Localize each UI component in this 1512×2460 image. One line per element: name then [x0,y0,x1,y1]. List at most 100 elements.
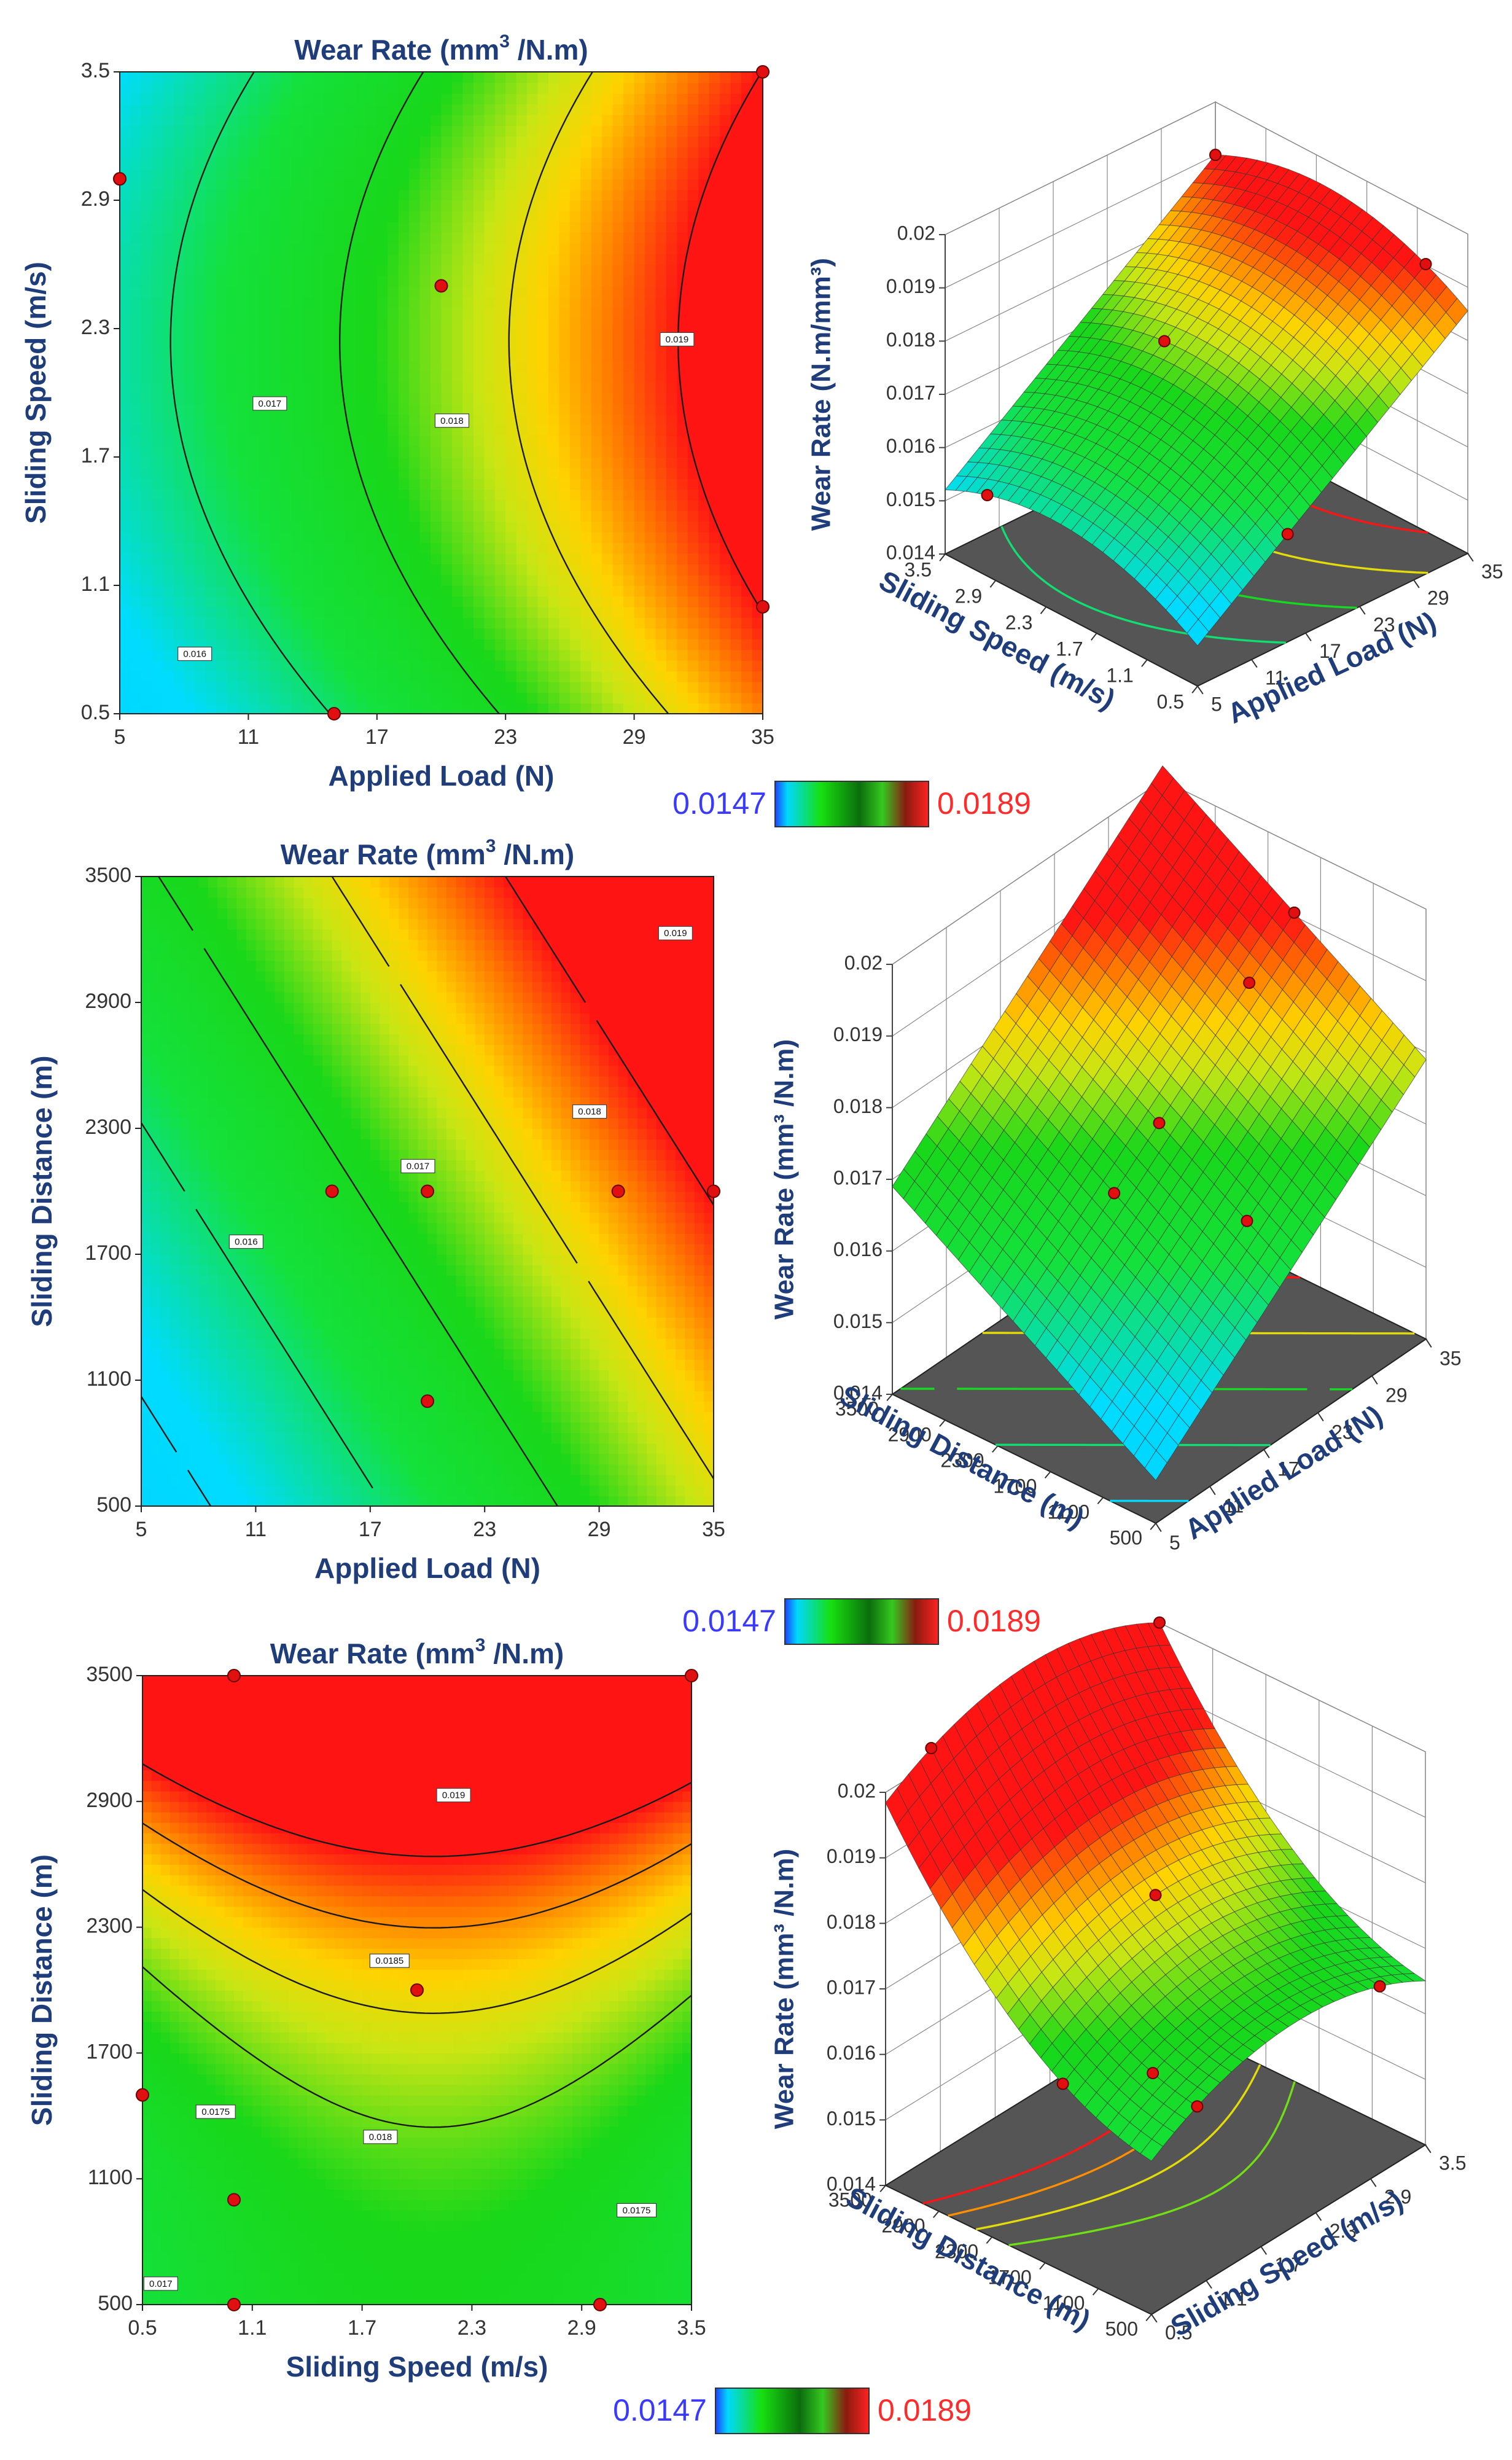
heatmap-cell [162,692,174,704]
heatmap-cell [351,1348,362,1360]
heatmap-cell [484,211,496,222]
heatmap-cell [195,510,206,522]
heatmap-cell [322,1369,333,1381]
heatmap-cell [752,639,763,650]
heatmap-cell [376,639,389,650]
heatmap-cell [323,660,335,672]
heatmap-cell [569,521,582,533]
heatmap-cell [591,329,603,340]
heatmap-cell [227,93,238,105]
heatmap-cell [571,1464,581,1475]
heatmap-cell [687,318,699,329]
heatmap-cell [236,1464,247,1475]
heatmap-cell [431,264,442,276]
heatmap-cell [399,1296,409,1308]
heatmap-cell [388,692,399,704]
heatmap-cell [666,1369,676,1381]
heatmap-cell [730,349,742,362]
heatmap-cell [141,617,153,629]
heatmap-cell [730,82,742,94]
heatmap-cell [380,1432,390,1444]
heatmap-cell [494,1464,505,1475]
heatmap-cell [666,1348,676,1360]
heatmap-cell [527,254,539,265]
heatmap-cell [265,1275,276,1287]
heatmap-cell [431,82,442,94]
heatmap-cell [537,628,549,639]
heatmap-cell [141,371,153,383]
heatmap-cell [612,93,624,105]
heatmap-cell [366,82,378,94]
heatmap-cell [431,307,442,319]
heatmap-cell [494,628,506,639]
heatmap-cell [446,1391,457,1402]
heatmap-cell [516,499,528,511]
heatmap-cell [280,329,292,340]
heatmap-cell [634,157,645,169]
heatmap-cell [205,349,217,362]
heatmap-cell [548,286,560,297]
heatmap-cell [698,296,710,308]
heatmap-cell [437,1380,447,1391]
heatmap-cell [590,1327,600,1339]
heatmap-cell [591,542,603,554]
heatmap-cell [456,1432,466,1444]
heatmap-cell [752,104,763,115]
heatmap-cell [645,489,657,501]
heatmap-cell [237,628,249,639]
heatmap-cell [618,1464,628,1475]
heatmap-cell [355,414,367,426]
heatmap-cell [494,531,506,544]
heatmap-cell [366,649,378,661]
heatmap-cell [628,1453,638,1465]
heatmap-cell [527,264,539,276]
heatmap-cell [456,1306,466,1318]
heatmap-cell [120,146,131,158]
heatmap-cell [399,1327,409,1339]
heatmap-cell [494,489,506,501]
heatmap-cell [505,414,517,426]
heatmap-cell [618,1453,628,1465]
heatmap-cell [141,1443,152,1455]
heatmap-cell [599,1495,609,1507]
heatmap-cell [195,232,206,244]
heatmap-cell [248,72,260,84]
heatmap-cell [259,168,271,179]
heatmap-cell [441,93,453,105]
heatmap-cell [141,671,153,682]
heatmap-cell [709,254,720,265]
heatmap-cell [527,564,539,576]
heatmap-cell [302,649,313,661]
heatmap-cell [527,104,539,115]
heatmap-cell [280,414,292,426]
heatmap-cell [152,467,163,479]
heatmap-cell [408,1453,419,1465]
heatmap-cell [709,339,720,351]
contour-label: 0.019 [666,334,689,345]
heatmap-cell [302,275,313,287]
heatmap-cell [494,318,506,329]
heatmap-cell [270,211,281,222]
heatmap-cell [542,1422,552,1434]
heatmap-cell [398,489,410,501]
heatmap-cell [248,136,260,147]
heatmap-cell [451,553,464,564]
heatmap-cell [227,82,238,94]
heatmap-cell [302,307,313,319]
heatmap-cell [730,189,742,201]
heatmap-cell [462,200,474,212]
heatmap-cell [523,1348,533,1360]
heatmap-cell [198,1286,209,1297]
heatmap-cell [216,564,228,576]
heatmap-cell [484,349,496,362]
heatmap-cell [270,510,281,522]
heatmap-cell [366,392,378,404]
heatmap-cell [571,1348,581,1360]
heatmap-cell [645,649,657,661]
heatmap-cell [399,1432,409,1444]
heatmap-cell [280,221,292,233]
heatmap-cell [513,1359,524,1370]
heatmap-cell [704,1296,714,1308]
heatmap-cell [366,457,378,469]
heatmap-cell [741,286,753,297]
